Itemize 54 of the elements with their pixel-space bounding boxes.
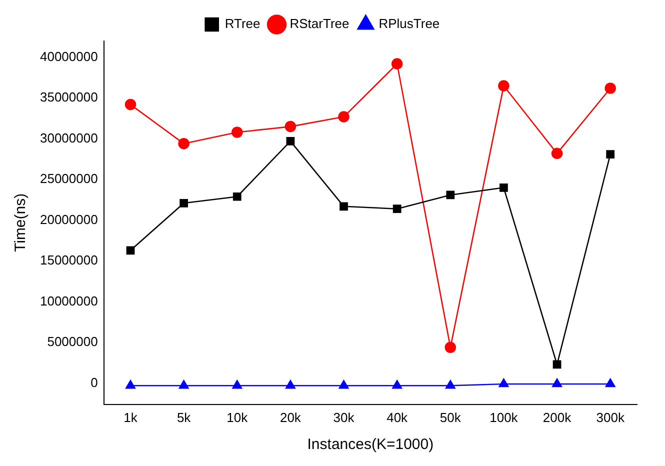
y-tick-label: 40000000: [40, 48, 98, 64]
point: [392, 380, 402, 389]
point: [552, 360, 562, 369]
x-tick-label: 200k: [542, 410, 572, 425]
x-tick-label: 300k: [596, 410, 625, 425]
y-tick-label: 30000000: [40, 130, 98, 146]
x-axis-title: Instances(K=1000): [307, 436, 434, 454]
x-tick-label: 40k: [386, 410, 408, 425]
point: [392, 204, 402, 214]
point: [178, 380, 189, 389]
x-tick-label: 100k: [490, 410, 518, 425]
point: [551, 148, 563, 160]
x-tick-label: 30k: [333, 410, 355, 425]
point: [498, 378, 509, 388]
point: [391, 58, 403, 70]
y-tick-label: 25000000: [40, 171, 98, 186]
point: [126, 380, 136, 389]
point: [231, 126, 243, 138]
y-tick-label: 20000000: [40, 212, 98, 227]
x-tick-label: 5k: [176, 410, 192, 425]
legend-label: RTree: [224, 16, 260, 32]
point: [498, 80, 510, 92]
point: [178, 138, 190, 150]
x-tick-label: 20k: [280, 410, 302, 425]
x-tick-label: 50k: [440, 410, 462, 425]
point: [445, 380, 456, 389]
point: [444, 342, 456, 354]
point: [446, 190, 455, 200]
y-tick-label: 15000000: [40, 252, 98, 268]
point: [340, 202, 348, 211]
point: [552, 378, 562, 388]
legend-label: RStarTree: [290, 16, 350, 32]
point: [606, 150, 615, 158]
point: [284, 120, 296, 132]
point: [286, 137, 295, 146]
point: [285, 380, 296, 389]
point: [604, 82, 616, 94]
point: [180, 198, 188, 208]
point: [605, 378, 616, 388]
x-tick-label: 10k: [226, 410, 248, 425]
point: [124, 98, 136, 110]
y-tick-label: 0: [90, 374, 98, 390]
point: [338, 111, 350, 122]
x-tick-label: 1k: [124, 410, 138, 425]
point: [232, 192, 242, 201]
point: [338, 380, 349, 389]
point: [500, 183, 508, 192]
point: [126, 246, 135, 255]
y-tick-label: 5000000: [47, 334, 98, 350]
y-tick-label: 10000000: [40, 293, 98, 308]
y-tick-label: 35000000: [40, 90, 98, 105]
y-axis-title: Time(ns): [12, 193, 30, 252]
point: [232, 380, 242, 389]
legend-label: RPlusTree: [378, 16, 440, 32]
